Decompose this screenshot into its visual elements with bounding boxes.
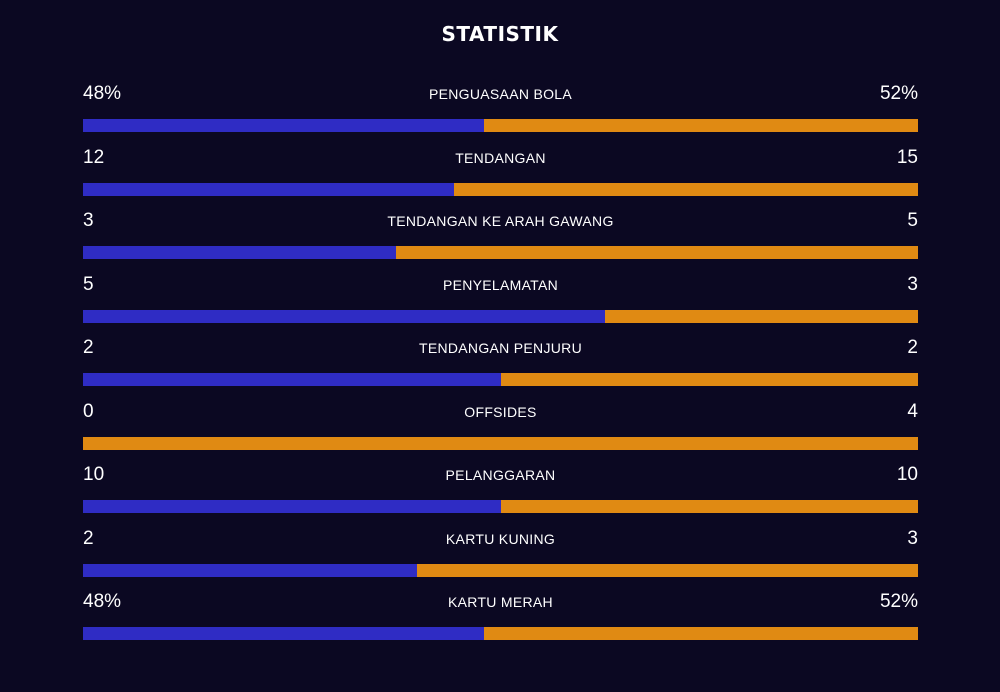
- stat-row-saves: 5 PENYELAMATAN 3: [83, 270, 918, 334]
- home-bar: [83, 373, 501, 386]
- home-value: 48%: [83, 83, 122, 104]
- comparison-bar: [83, 119, 918, 132]
- stat-label: KARTU MERAH: [448, 594, 553, 610]
- home-value: 5: [83, 273, 94, 295]
- home-bar: [83, 182, 454, 196]
- stat-row-red-cards: 48% KARTU MERAH 52%: [83, 587, 918, 651]
- stat-label: KARTU KUNING: [445, 530, 556, 547]
- stat-header: 48% PENGUASAAN BOLA 52%: [83, 79, 918, 107]
- comparison-bar: [83, 627, 918, 640]
- away-bar: [483, 627, 918, 640]
- away-value: 52%: [879, 83, 918, 104]
- stat-row-fouls: 10 PELANGGARAN 10: [83, 460, 918, 524]
- away-bar: [396, 246, 918, 259]
- home-value: 12: [83, 146, 105, 168]
- stat-label: TENDANGAN PENJURU: [418, 340, 582, 356]
- stat-header: 10 PELANGGARAN 10: [83, 460, 918, 488]
- stat-label: PENYELAMATAN: [442, 276, 559, 293]
- home-value: 48%: [83, 591, 122, 612]
- stat-header: 0 OFFSIDES 4: [83, 397, 918, 425]
- away-value: 3: [907, 273, 918, 295]
- comparison-bar: [83, 373, 918, 386]
- comparison-bar: [83, 563, 918, 577]
- home-bar: [83, 119, 484, 132]
- home-value: 2: [83, 527, 94, 549]
- away-value: 10: [896, 464, 918, 485]
- stat-header: 48% KARTU MERAH 52%: [83, 587, 918, 615]
- home-bar: [83, 309, 605, 323]
- page-title: STATISTIK: [441, 22, 559, 46]
- away-value: 52%: [879, 591, 918, 612]
- stat-header: 2 TENDANGAN PENJURU 2: [83, 333, 918, 361]
- home-value: 2: [83, 337, 94, 358]
- comparison-bar: [83, 246, 918, 259]
- away-bar: [604, 309, 918, 323]
- home-value: 10: [83, 464, 105, 485]
- comparison-bar: [83, 309, 918, 323]
- away-bar: [453, 182, 918, 196]
- stat-row-corners: 2 TENDANGAN PENJURU 2: [83, 333, 918, 397]
- comparison-bar: [83, 500, 918, 513]
- stat-header: 12 TENDANGAN 15: [83, 143, 918, 171]
- away-bar: [83, 436, 918, 450]
- stat-header: 3 TENDANGAN KE ARAH GAWANG 5: [83, 206, 918, 234]
- away-value: 5: [907, 210, 918, 231]
- stat-row-shots: 12 TENDANGAN 15: [83, 143, 918, 207]
- away-value: 3: [907, 527, 918, 549]
- away-bar: [500, 373, 918, 386]
- away-bar: [483, 119, 918, 132]
- away-value: 4: [907, 400, 918, 422]
- away-bar: [417, 563, 918, 577]
- stat-label: TENDANGAN: [455, 149, 546, 166]
- home-bar: [83, 563, 417, 577]
- stat-header: 2 KARTU KUNING 3: [83, 524, 918, 552]
- stat-label: PELANGGARAN: [445, 467, 556, 483]
- stat-row-offsides: 0 OFFSIDES 4: [83, 397, 918, 461]
- home-value: 3: [83, 210, 94, 231]
- away-value: 2: [907, 337, 918, 358]
- stat-row-yellow-cards: 2 KARTU KUNING 3: [83, 524, 918, 588]
- home-bar: [83, 627, 484, 640]
- stat-header: 5 PENYELAMATAN 3: [83, 270, 918, 298]
- stats-list: 48% PENGUASAAN BOLA 52% 12 TENDANGAN 15: [83, 79, 918, 651]
- comparison-bar: [83, 182, 918, 196]
- stat-label: TENDANGAN KE ARAH GAWANG: [387, 213, 614, 229]
- home-bar: [83, 500, 501, 513]
- comparison-bar: [83, 436, 918, 450]
- home-bar: [83, 246, 397, 259]
- stat-label: PENGUASAAN BOLA: [429, 86, 572, 102]
- stat-row-shots-on-target: 3 TENDANGAN KE ARAH GAWANG 5: [83, 206, 918, 270]
- home-value: 0: [83, 400, 94, 422]
- stat-row-possession: 48% PENGUASAAN BOLA 52%: [83, 79, 918, 143]
- away-bar: [500, 500, 918, 513]
- away-value: 15: [896, 146, 918, 168]
- stat-label: OFFSIDES: [464, 403, 537, 420]
